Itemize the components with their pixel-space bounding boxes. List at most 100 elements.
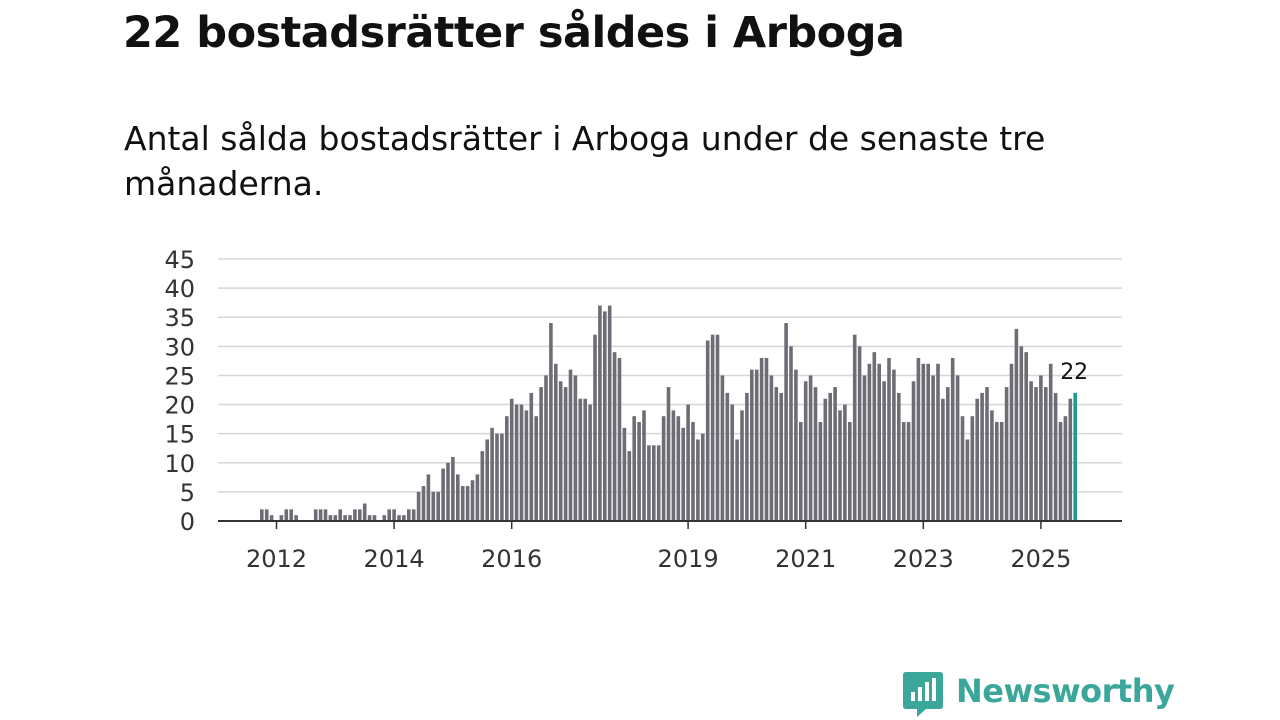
- bar: [372, 515, 377, 521]
- bar: [465, 486, 470, 521]
- bar: [857, 346, 862, 521]
- x-tick-label: 2021: [775, 545, 836, 573]
- x-tick-label: 2014: [364, 545, 425, 573]
- bar: [696, 439, 700, 521]
- bar: [750, 369, 754, 521]
- bar: [451, 456, 455, 521]
- bar: [661, 416, 666, 521]
- bar: [906, 422, 911, 521]
- bar: [681, 427, 685, 521]
- bar: [500, 433, 504, 521]
- bar: [343, 515, 347, 521]
- bar: [789, 346, 793, 521]
- bar: [848, 422, 852, 521]
- bar: [637, 422, 641, 521]
- bar: [505, 416, 509, 521]
- bar: [823, 398, 828, 521]
- x-tick-label: 2016: [481, 545, 542, 573]
- bar: [686, 404, 690, 521]
- bar: [583, 398, 587, 521]
- bar: [916, 357, 921, 521]
- bar: [529, 392, 534, 521]
- bar: [990, 410, 994, 521]
- bar: [612, 352, 617, 521]
- bar: [647, 445, 651, 521]
- bar: [754, 369, 759, 521]
- bar: [1004, 387, 1009, 521]
- bar: [764, 357, 769, 521]
- bar: [1044, 387, 1048, 521]
- bar: [887, 357, 891, 521]
- bar: [588, 404, 592, 521]
- bar: [705, 340, 710, 521]
- bar: [691, 422, 695, 521]
- bar: [554, 363, 558, 521]
- bar: [975, 398, 979, 521]
- bar: [936, 363, 940, 521]
- data-labels: 22: [1060, 360, 1088, 385]
- bar: [362, 503, 367, 521]
- bar: [818, 422, 823, 521]
- bar: [720, 375, 725, 521]
- bar: [676, 416, 681, 521]
- bar: [470, 480, 475, 521]
- bar: [411, 509, 416, 521]
- bar: [627, 451, 632, 521]
- bar: [1039, 375, 1043, 521]
- bar: [338, 509, 342, 521]
- bar: [495, 433, 499, 521]
- bar: [1048, 363, 1053, 521]
- bar: [431, 491, 436, 521]
- bars: [260, 305, 1077, 521]
- x-tick-label: 2025: [1010, 545, 1071, 573]
- bar: [333, 515, 338, 521]
- brand-name: Newsworthy: [956, 672, 1175, 710]
- bar: [833, 387, 837, 521]
- bar: [603, 311, 607, 521]
- bar: [279, 515, 284, 521]
- bar: [284, 509, 289, 521]
- bar: [348, 515, 352, 521]
- bar: [622, 427, 627, 521]
- y-tick-label: 40: [164, 275, 195, 303]
- bar: [539, 387, 543, 521]
- bar: [353, 509, 357, 521]
- bar: [289, 509, 293, 521]
- bar: [1029, 381, 1033, 521]
- bar: [490, 427, 494, 521]
- bar: [524, 410, 529, 521]
- bar: [735, 439, 739, 521]
- x-tick-label: 2019: [658, 545, 719, 573]
- bar: [407, 509, 411, 521]
- bar: [318, 509, 323, 521]
- bar: [862, 375, 867, 521]
- bar: [514, 404, 519, 521]
- bar: [264, 509, 269, 521]
- bar: [642, 410, 646, 521]
- bar: [397, 515, 401, 521]
- bar: [999, 422, 1004, 521]
- bar: [1053, 392, 1058, 521]
- bar: [710, 334, 715, 521]
- bar: [328, 515, 333, 521]
- bar: [367, 515, 372, 521]
- bar: [960, 416, 965, 521]
- y-tick-label: 15: [164, 421, 195, 449]
- y-tick-label: 5: [180, 479, 195, 507]
- bar: [402, 515, 406, 521]
- bar: [985, 387, 989, 521]
- bar: [593, 334, 597, 521]
- chart-subtitle: Antal sålda bostadsrätter i Arboga under…: [124, 119, 1046, 203]
- bar: [995, 422, 999, 521]
- bar: [950, 357, 955, 521]
- bar: [901, 422, 906, 521]
- bar: [897, 392, 901, 521]
- bar: [701, 433, 705, 521]
- bar: [730, 404, 734, 521]
- bar: [358, 509, 362, 521]
- brand-logo: Newsworthy: [902, 670, 1175, 720]
- bar: [941, 398, 945, 521]
- bar: [313, 509, 318, 521]
- bar: [745, 392, 749, 521]
- bar: [769, 375, 774, 521]
